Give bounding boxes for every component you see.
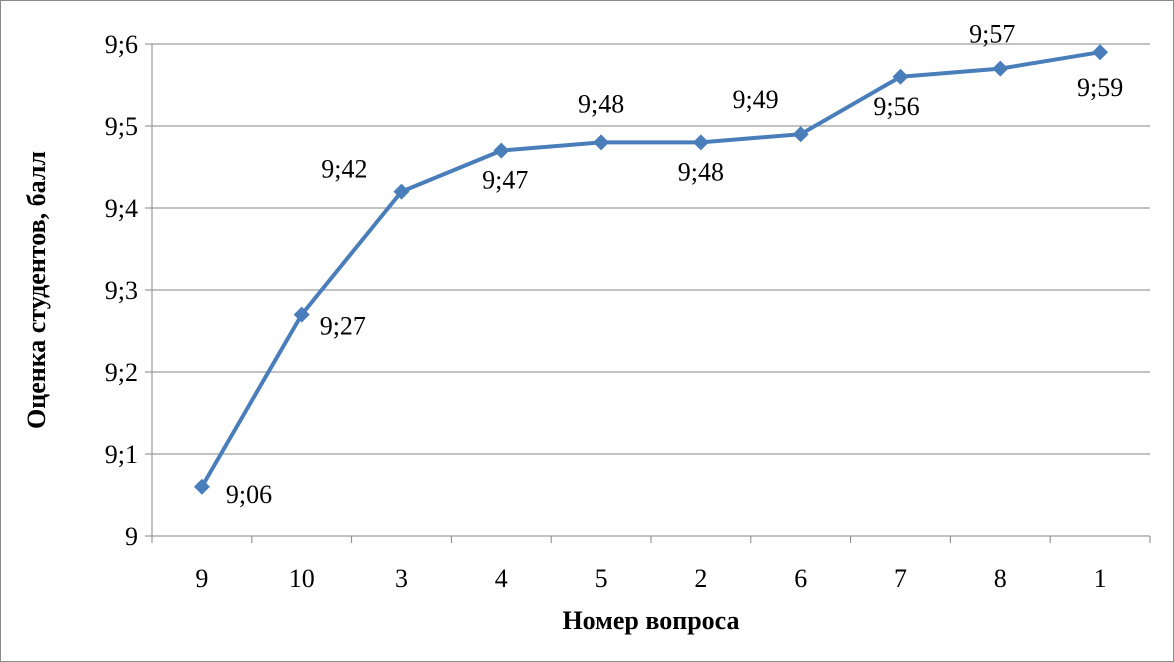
x-tick-label: 8 (994, 564, 1007, 593)
data-label: 9;47 (482, 166, 528, 195)
series-line (202, 52, 1100, 487)
x-tick-label: 3 (395, 564, 408, 593)
data-label: 9;27 (320, 312, 366, 341)
data-label: 9;48 (578, 89, 624, 118)
data-series (194, 44, 1108, 495)
x-tick-label: 7 (894, 564, 907, 593)
data-point-marker (593, 134, 609, 150)
data-label: 9;56 (873, 92, 919, 121)
y-tick-label: 9;4 (105, 194, 138, 223)
data-point-marker (693, 134, 709, 150)
data-label: 9;06 (226, 480, 272, 509)
x-tick-label: 1 (1094, 564, 1107, 593)
data-label: 9;49 (732, 85, 778, 114)
y-tick-label: 9;3 (105, 276, 138, 305)
data-point-marker (893, 69, 909, 85)
data-point-marker (493, 143, 509, 159)
x-tick-label: 6 (794, 564, 807, 593)
y-tick-label: 9 (125, 522, 138, 551)
x-tick-label: 9 (195, 564, 208, 593)
data-point-marker (992, 61, 1008, 77)
x-tick-label: 5 (595, 564, 608, 593)
x-tick-label: 4 (495, 564, 508, 593)
y-tick-label: 9;1 (105, 440, 138, 469)
y-tick-label: 9;2 (105, 358, 138, 387)
x-tick-label: 2 (694, 564, 707, 593)
data-point-marker (793, 126, 809, 142)
y-tick-label: 9;5 (105, 112, 138, 141)
data-label: 9;48 (678, 157, 724, 186)
data-label: 9;59 (1077, 73, 1123, 102)
x-tick-label: 10 (289, 564, 315, 593)
data-label: 9;57 (969, 20, 1015, 49)
y-tick-label: 9;6 (105, 30, 138, 59)
data-point-marker (1092, 44, 1108, 60)
x-axis-title: Номер вопроса (562, 606, 739, 635)
data-point-marker (194, 479, 210, 495)
gridlines (152, 44, 1150, 454)
data-labels: 9;06 9;27 9;42 9;47 9;48 9;48 9;49 9;56 9;57 9;59 (226, 20, 1123, 509)
y-axis-title: Оценка студентов, балл (22, 151, 51, 429)
data-label: 9;42 (321, 155, 367, 184)
